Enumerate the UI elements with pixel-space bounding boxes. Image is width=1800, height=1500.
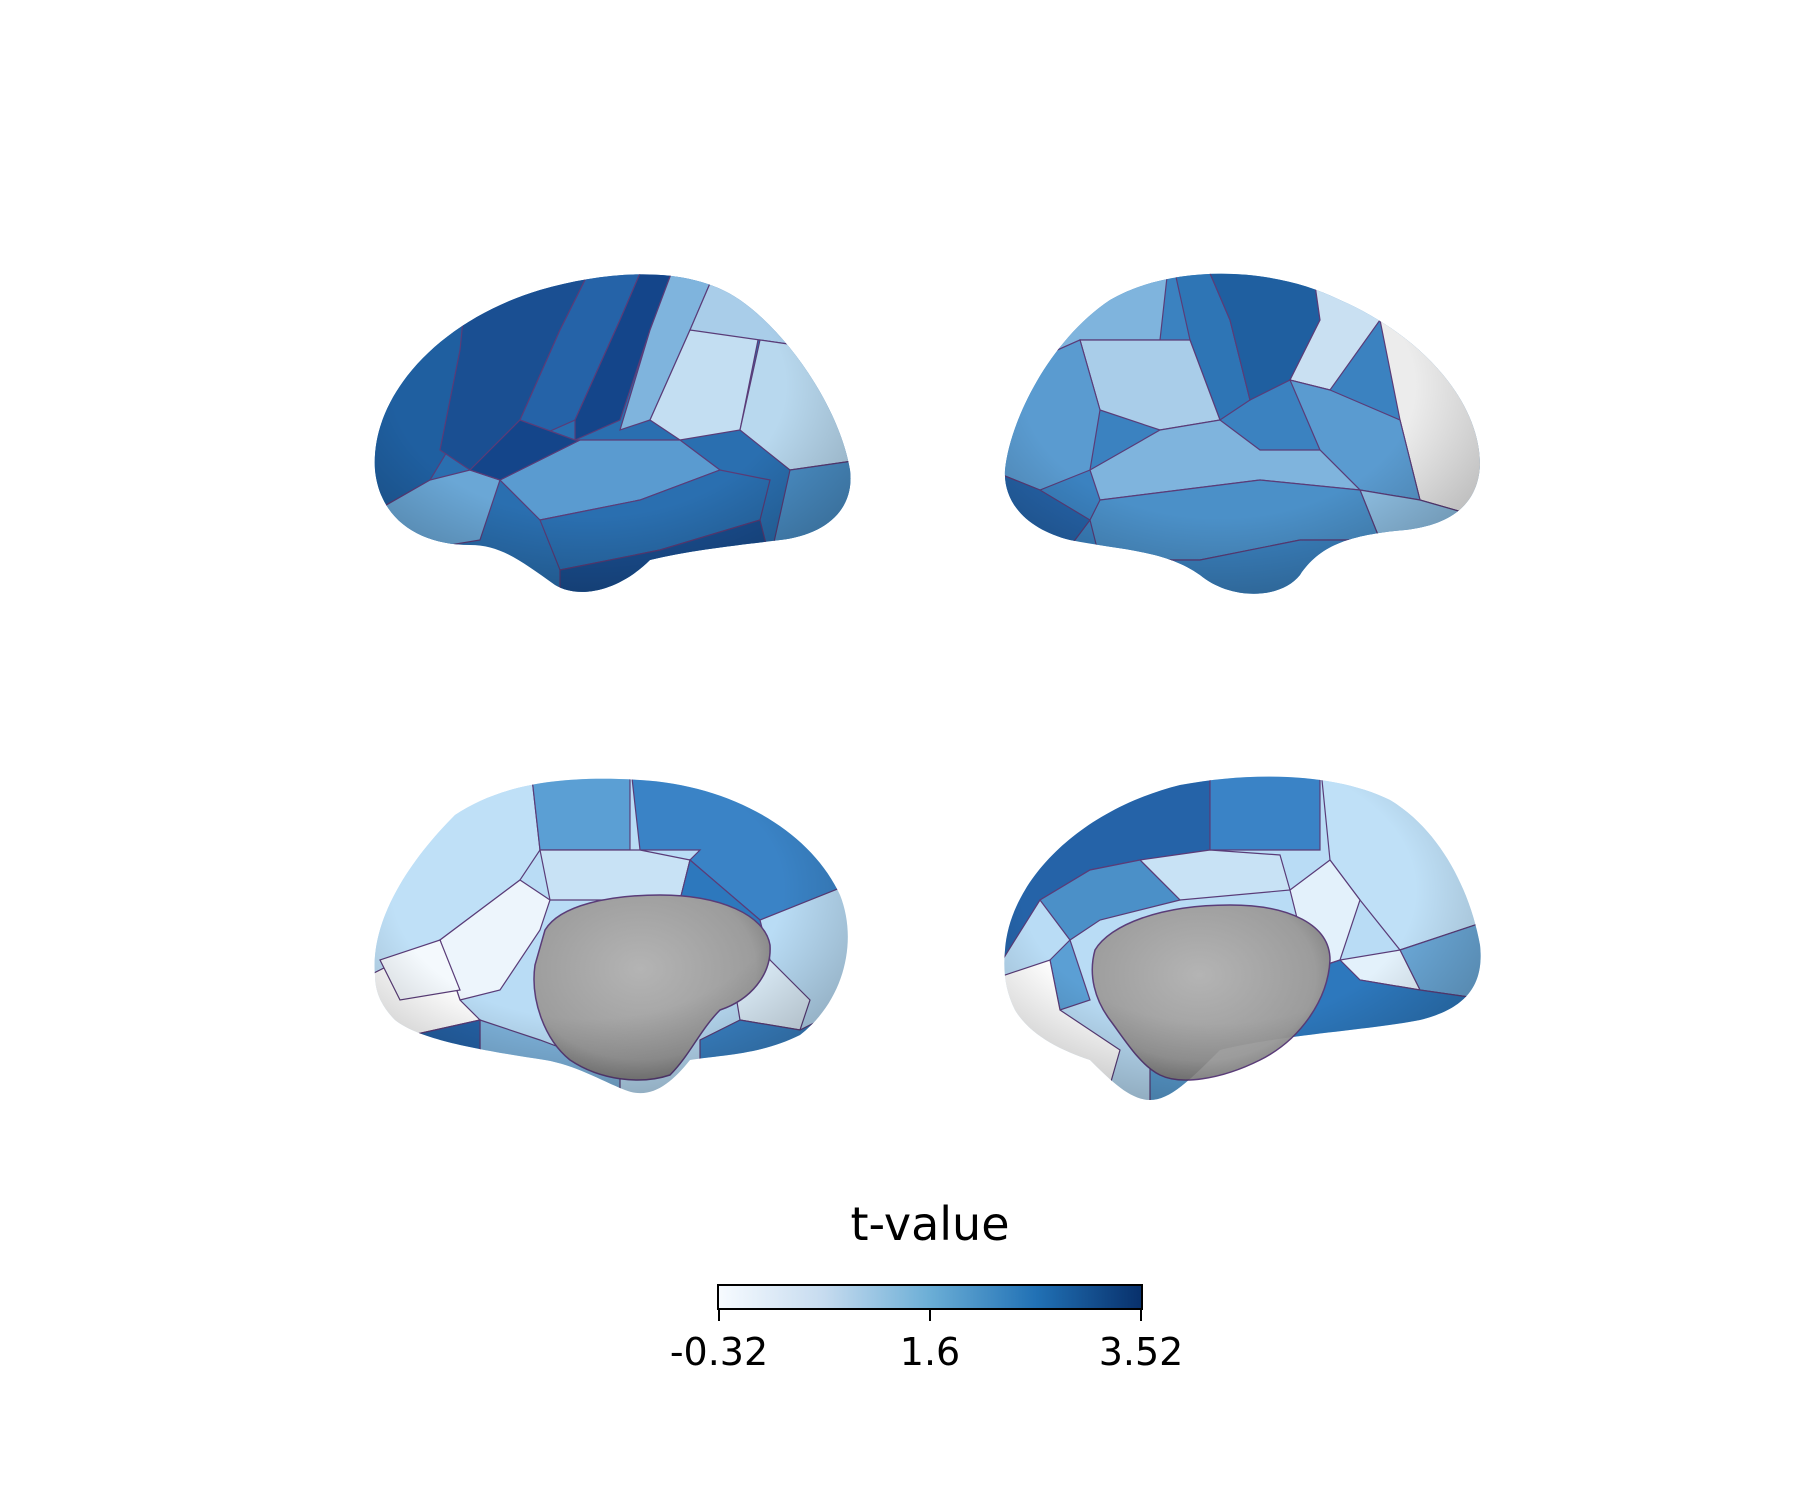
left-lateral-view	[374, 274, 851, 592]
colorbar-tick-label-mid: 1.6	[900, 1330, 960, 1374]
colorbar: t-value -0.32 1.6 3.52	[670, 1197, 1183, 1374]
right-medial-shading	[1004, 776, 1481, 1100]
colorbar-tick-label-min: -0.32	[670, 1330, 768, 1374]
colorbar-title: t-value	[850, 1197, 1009, 1251]
left-medial-shading	[374, 778, 848, 1094]
colorbar-tick-label-max: 3.52	[1099, 1330, 1184, 1374]
left-lateral-shading	[374, 274, 851, 592]
colorbar-gradient	[717, 1284, 1143, 1310]
right-lateral-shading	[1004, 273, 1480, 594]
